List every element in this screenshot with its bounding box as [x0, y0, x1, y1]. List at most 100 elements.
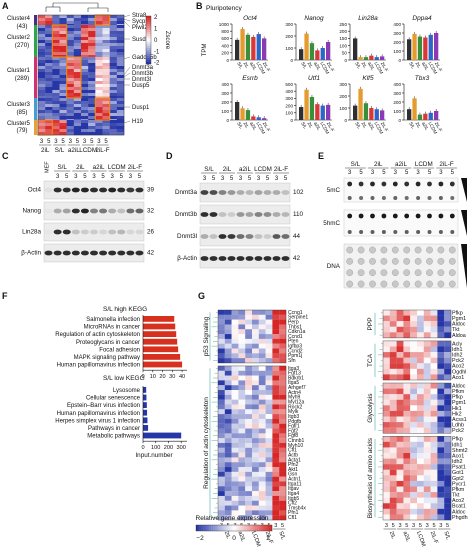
heatmap-cell — [81, 15, 89, 19]
heatmap-g-cell — [224, 358, 232, 364]
heatmap-g-cell — [383, 497, 390, 504]
panel-d-band — [281, 212, 290, 217]
heatmap-g-cell — [389, 357, 397, 364]
gene-label-g: Myh9 — [288, 395, 301, 401]
panel-d-band — [209, 256, 218, 261]
heatmap-cell — [66, 60, 75, 64]
heatmap-g-cell — [417, 363, 424, 369]
panel-e-dot — [437, 246, 445, 254]
heatmap-g-cell — [430, 416, 438, 423]
heatmap-cell — [45, 60, 53, 64]
cluster-name: Cluster1 — [7, 67, 31, 74]
heatmap-g-cell — [272, 375, 280, 381]
panel-e-dot — [414, 280, 422, 288]
gene-label-g: Akt1 — [288, 467, 298, 473]
gene-label-g: Itga5 — [288, 380, 299, 386]
gene-title-klf5: Klf5 — [362, 75, 374, 82]
heatmap-g-cell — [423, 447, 431, 454]
heatmap-g-cell — [403, 514, 411, 521]
heatmap-g-cell — [238, 380, 246, 386]
heatmap-g-cell — [430, 458, 438, 465]
g-day-label: 3 — [426, 523, 429, 529]
heatmap-g-cell — [403, 374, 411, 381]
heatmap-cell — [95, 55, 103, 59]
heatmap-cell — [66, 31, 75, 35]
heatmap-cell — [52, 126, 60, 130]
heatmap-g-cell — [396, 458, 404, 465]
heatmap-g-cell — [389, 332, 397, 339]
heatmap-g-cell — [410, 503, 418, 509]
heatmap-cell — [45, 31, 53, 35]
heatmap-g-cell — [224, 428, 232, 434]
heatmap-g-cell — [437, 352, 445, 358]
heatmap-g-cell — [258, 353, 266, 359]
heatmap-g-cell — [279, 380, 287, 386]
heatmap-g-cell — [238, 409, 246, 415]
y-tick-label: 100 — [339, 43, 347, 48]
heatmap-g-cell — [389, 352, 397, 358]
panel-e-dot — [448, 280, 456, 288]
heatmap-g-cell — [423, 394, 431, 400]
heatmap-g-cell — [444, 514, 452, 521]
panel-d-band — [272, 256, 281, 261]
heatmap-g-cell — [245, 409, 253, 415]
heatmap-cell — [109, 98, 118, 102]
heatmap-cell — [81, 21, 89, 25]
heatmap-g-cell — [403, 469, 411, 476]
colorbar-segment — [146, 24, 151, 27]
heatmap-cell — [109, 75, 118, 79]
heatmap-g-cell — [258, 399, 266, 405]
gene-label-g: Aco2 — [452, 498, 464, 504]
heatmap-cell — [81, 107, 89, 111]
colorbar-segment — [146, 58, 151, 61]
heatmap-g-cell — [224, 314, 232, 320]
heatmap-cell — [52, 120, 60, 124]
heatmap-cell — [81, 84, 89, 88]
heatmap-cell — [73, 31, 82, 35]
heatmap-g-cell — [258, 358, 266, 364]
heatmap-g-cell — [423, 332, 431, 339]
heatmap-cell — [102, 72, 110, 76]
panel-e-dot — [370, 181, 375, 187]
gene-label-g: Aco1 — [452, 453, 464, 459]
heatmap-g-cell — [258, 319, 266, 325]
heatmap-g-cell — [437, 469, 445, 476]
heatmap-g-cell — [252, 394, 259, 400]
heatmap-cell — [81, 123, 89, 127]
panel-d-band — [236, 234, 245, 239]
heatmap-cell — [59, 113, 67, 117]
heatmap-g-cell — [430, 410, 438, 417]
heatmap-g-cell — [396, 388, 404, 395]
kegg-high-term: Focal adhesion — [99, 347, 140, 353]
bar — [423, 113, 428, 120]
g-legend-segment — [213, 525, 216, 531]
heatmap-g-cell — [245, 343, 253, 349]
heatmap-g-cell — [265, 515, 273, 521]
group-label-0-left: p53 Signaling — [203, 316, 210, 356]
heatmap-g-cell — [258, 510, 266, 516]
panel-d-row-label-0: Dnmt3a — [175, 189, 198, 196]
heatmap-g-cell — [437, 427, 445, 434]
gene-label-g: Acss1 — [452, 417, 467, 423]
x-tick-label: 2iL-F — [380, 61, 390, 73]
heatmap-g-cell — [258, 471, 266, 477]
heatmap-cell — [102, 123, 110, 127]
heatmap-cell — [109, 43, 118, 47]
heatmap-cell — [45, 87, 53, 91]
heatmap-cell — [59, 25, 67, 29]
day-label: 5 — [61, 139, 65, 145]
heatmap-g-cell — [265, 324, 273, 330]
heatmap-g-cell — [403, 492, 411, 498]
heatmap-cell — [88, 49, 96, 53]
panel-e-dot — [427, 181, 432, 187]
g-legend-segment — [268, 525, 271, 531]
heatmap-g-cell — [403, 340, 411, 347]
panel-c-band — [53, 229, 62, 235]
heatmap-g-cell — [258, 334, 266, 339]
heatmap-cell — [88, 66, 96, 70]
panel-e-dot — [404, 196, 409, 200]
heatmap-cell — [38, 104, 46, 108]
kegg-high-bar — [143, 331, 177, 337]
heatmap-cell — [59, 101, 67, 105]
panel-e-dot — [357, 280, 365, 288]
